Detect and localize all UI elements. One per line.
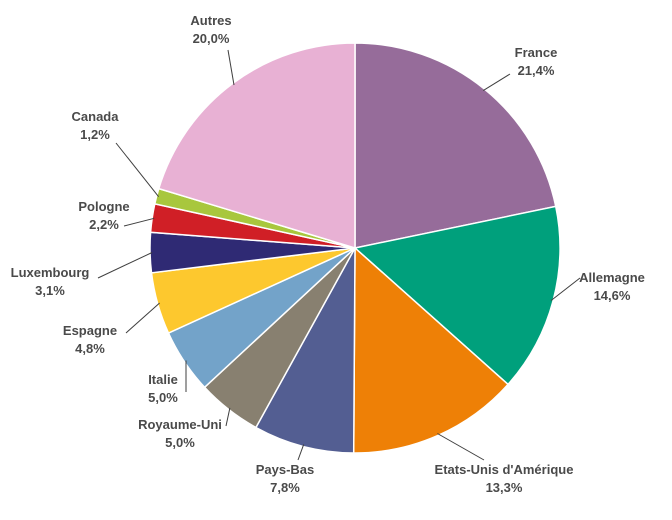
slice-value-espagne: 4,8%	[75, 341, 105, 356]
slice-value-royaume-uni: 5,0%	[165, 435, 195, 450]
pie-slice-autres	[157, 42, 356, 250]
slice-label-autres: Autres	[190, 13, 231, 28]
slice-value-canada: 1,2%	[80, 127, 110, 142]
leader-line-etats-unis-d-amerique	[437, 433, 485, 461]
leader-line-pays-bas	[297, 444, 305, 461]
slice-label-luxembourg: Luxembourg	[11, 265, 90, 280]
pie-slice-etats-unis-d-amerique	[352, 246, 510, 454]
slice-label-france: France	[515, 45, 558, 60]
slice-value-france: 21,4%	[518, 63, 555, 78]
leader-line-royaume-uni	[225, 407, 231, 427]
leader-line-canada	[115, 142, 159, 198]
slice-label-pologne: Pologne	[78, 199, 129, 214]
slice-label-espagne: Espagne	[63, 323, 117, 338]
pie-slices	[149, 42, 561, 454]
leader-line-espagne	[125, 302, 160, 334]
leader-line-france	[482, 73, 511, 92]
slice-value-luxembourg: 3,1%	[35, 283, 65, 298]
leader-line-luxembourg	[97, 252, 153, 279]
pie-slice-allemagne	[353, 205, 561, 386]
pie-slice-france	[354, 42, 557, 249]
slice-value-pays-bas: 7,8%	[270, 480, 300, 495]
slice-label-etats-unis-d-amerique: Etats-Unis d'Amérique	[435, 462, 574, 477]
slice-value-pologne: 2,2%	[89, 217, 119, 232]
slice-label-allemagne: Allemagne	[579, 270, 645, 285]
slice-label-pays-bas: Pays-Bas	[256, 462, 315, 477]
slice-label-royaume-uni: Royaume-Uni	[138, 417, 222, 432]
slice-value-allemagne: 14,6%	[594, 288, 631, 303]
leader-line-pologne	[123, 217, 155, 227]
leader-line-allemagne	[550, 277, 581, 301]
slice-labels: France 21,4% Allemagne 14,6% Etats-Unis d'Am…	[11, 13, 645, 495]
leader-lines	[97, 49, 581, 461]
slice-value-autres: 20,0%	[193, 31, 230, 46]
leader-line-autres	[227, 49, 235, 86]
slice-label-italie: Italie	[148, 372, 178, 387]
slice-label-canada: Canada	[72, 109, 120, 124]
slice-value-italie: 5,0%	[148, 390, 178, 405]
slice-value-etats-unis-d-amerique: 13,3%	[486, 480, 523, 495]
